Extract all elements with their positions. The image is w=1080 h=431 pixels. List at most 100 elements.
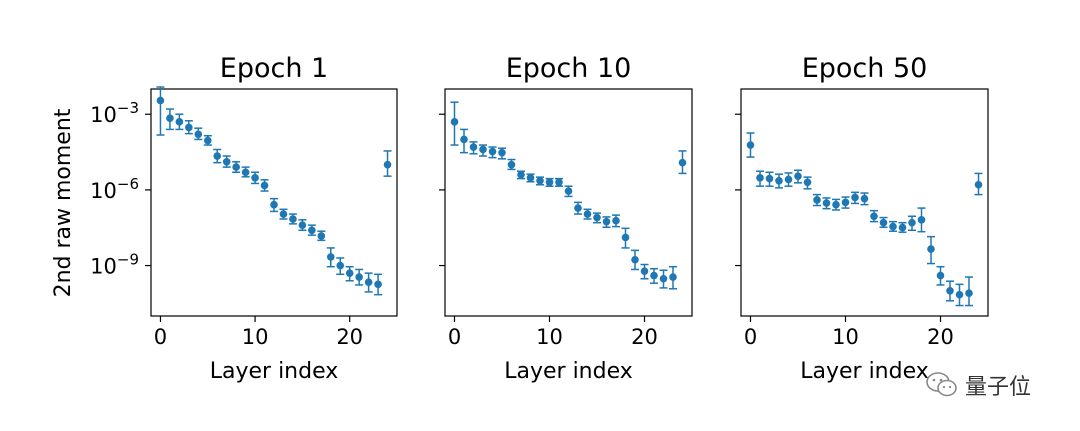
data-point [355, 273, 363, 281]
data-point [602, 217, 611, 226]
data-point [621, 233, 630, 242]
data-point [289, 215, 297, 223]
data-point [974, 180, 983, 189]
data-point [279, 210, 288, 218]
y-tick-label: 10−3 [90, 99, 139, 127]
data-point [345, 269, 354, 277]
data-point [156, 96, 165, 105]
x-axis-label: Layer index [800, 359, 929, 384]
data-point [669, 273, 677, 281]
data-point [175, 118, 184, 126]
data-point [270, 200, 278, 209]
data-point [955, 290, 964, 299]
y-tick-base: 10 [90, 255, 117, 279]
data-point [166, 114, 174, 122]
data-point [889, 222, 897, 231]
watermark-text: 量子位 [965, 375, 1032, 400]
data-point [479, 145, 487, 154]
data-point [765, 174, 774, 183]
data-point [298, 221, 307, 229]
data-point [946, 286, 954, 295]
y-axis-label: 2nd raw moment [51, 108, 76, 297]
data-point [469, 143, 478, 151]
data-point [374, 280, 382, 289]
data-point [784, 175, 793, 184]
data-point [526, 174, 535, 182]
data-point [203, 136, 212, 145]
data-point [822, 199, 831, 207]
x-tick-label: 10 [536, 325, 563, 349]
y-tick-label: 10−6 [90, 175, 139, 203]
data-point [336, 261, 345, 270]
y-tick-exponent: −6 [117, 175, 139, 193]
data-point [927, 245, 935, 253]
data-point [650, 271, 658, 280]
error-bar [156, 86, 165, 136]
data-point [194, 130, 203, 139]
data-point [870, 212, 878, 221]
data-point [536, 176, 544, 185]
data-point [813, 196, 821, 204]
data-point [564, 187, 573, 195]
data-point [213, 152, 222, 160]
data-point [851, 193, 859, 202]
data-point [383, 160, 392, 169]
y-tick-base: 10 [90, 103, 117, 127]
data-point [965, 289, 973, 298]
x-tick-label: 10 [832, 325, 859, 349]
x-tick-label: 10 [242, 325, 269, 349]
data-point [898, 223, 907, 232]
data-point [185, 123, 193, 132]
data-point [794, 172, 802, 180]
data-point [746, 141, 755, 149]
x-tick-label: 0 [448, 325, 461, 349]
data-point [260, 181, 269, 190]
data-point [832, 200, 840, 209]
data-point [574, 204, 582, 212]
data-point [251, 174, 259, 182]
panel-2: Epoch 10 0 10 20 Layer index [439, 53, 693, 384]
data-point [222, 157, 231, 166]
data-point [450, 118, 459, 126]
plot-frame [444, 88, 693, 317]
data-point [640, 267, 649, 275]
data-point [756, 174, 764, 182]
data-point [917, 216, 926, 224]
data-point [460, 135, 468, 144]
x-axis-label: Layer index [504, 359, 633, 384]
data-point [775, 176, 783, 185]
data-point [879, 218, 888, 227]
data-point [659, 274, 668, 283]
x-axis-label: Layer index [210, 359, 339, 384]
data-point [317, 232, 326, 240]
data-point [593, 213, 601, 222]
data-point [936, 271, 945, 280]
data-point [860, 194, 869, 203]
y-tick-exponent: −3 [117, 99, 139, 117]
y-tick-exponent: −9 [117, 251, 139, 269]
data-point [908, 218, 916, 227]
x-tick-label: 20 [336, 325, 363, 349]
plot-frame [150, 88, 398, 317]
x-tick-label: 0 [744, 325, 757, 349]
data-point [517, 170, 525, 179]
data-point [326, 253, 335, 261]
data-point [678, 158, 687, 167]
panel-title: Epoch 1 [220, 53, 328, 84]
data-point [545, 178, 554, 187]
plot-frame [740, 88, 989, 317]
y-tick-base: 10 [90, 179, 117, 203]
data-point [583, 210, 592, 218]
data-point [241, 168, 250, 177]
watermark: 量子位 [925, 365, 1065, 405]
data-point [841, 198, 850, 207]
data-point [555, 178, 563, 187]
data-point [308, 226, 316, 235]
x-tick-label: 20 [631, 325, 658, 349]
data-point [364, 278, 373, 286]
data-point [507, 160, 516, 169]
data-point [498, 148, 506, 157]
